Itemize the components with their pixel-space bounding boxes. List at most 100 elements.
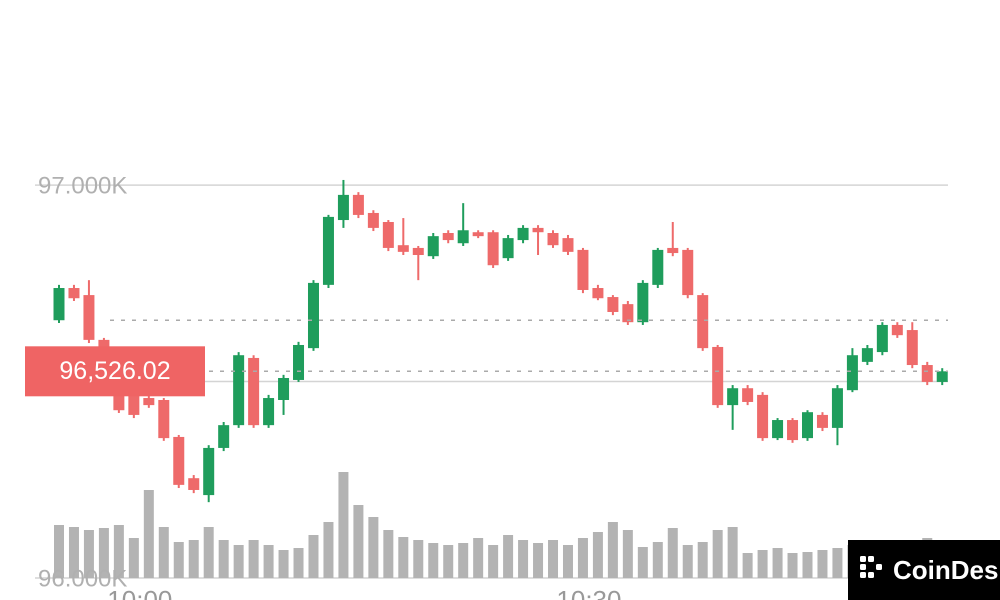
volume-bar (383, 530, 394, 578)
volume-bar (248, 540, 259, 578)
candle-body (667, 247, 679, 254)
volume-bar (113, 525, 124, 578)
volume-bar (667, 528, 678, 578)
candle-body (816, 414, 828, 428)
candle-body (562, 238, 574, 252)
candle-body (936, 371, 948, 382)
volume-bar (652, 542, 663, 578)
volume-bar (592, 532, 603, 578)
volume-bar (817, 550, 828, 578)
candle-body (53, 288, 65, 321)
logo-icon (860, 556, 882, 578)
logo-text: CoinDesk (893, 555, 1000, 585)
volume-bar (787, 553, 798, 578)
candle-body (203, 447, 215, 496)
candle-body (742, 388, 754, 402)
volume-bar (158, 527, 169, 578)
candle-body (263, 398, 275, 426)
volume-bar (712, 530, 723, 578)
volume-bar (742, 553, 753, 578)
candle-body (861, 348, 873, 362)
candle-body (412, 247, 424, 256)
candle-body (457, 230, 469, 244)
candle-body (592, 288, 604, 299)
candle-body (802, 412, 813, 439)
candle-body (891, 324, 903, 336)
candle-body (397, 245, 409, 252)
candle-body (218, 425, 230, 448)
volume-bar (203, 527, 214, 578)
volume-bar (218, 540, 229, 578)
candle-body (98, 339, 110, 349)
volume-bar (308, 535, 319, 578)
candle-body (607, 297, 619, 312)
logo-dot (860, 556, 866, 562)
volume-bar (473, 538, 484, 578)
volume-bar (727, 527, 738, 578)
candle-body (173, 436, 185, 485)
candle-body (367, 212, 379, 228)
logo-dot (876, 564, 882, 570)
candle-body (293, 344, 305, 380)
candle-body (233, 355, 245, 426)
logo-box (848, 540, 1000, 600)
candle-body (622, 304, 634, 323)
candle-body (113, 394, 125, 411)
candle-body (322, 216, 334, 285)
candle-body (846, 355, 858, 391)
volume-bar (278, 550, 289, 578)
volume-bar (488, 545, 499, 578)
volume-bar (54, 525, 64, 578)
candle-body (772, 420, 784, 439)
volume-bar (368, 517, 379, 578)
logo-dot (860, 564, 866, 570)
candle-body (712, 346, 724, 406)
candle-body (442, 233, 454, 241)
candle-body (158, 400, 170, 439)
candle-body (652, 249, 664, 285)
candle-body (532, 227, 544, 233)
candle-body (547, 233, 559, 246)
candle-body (876, 324, 888, 353)
x-tick-label: 10:30 (556, 585, 621, 600)
candle-body (787, 420, 799, 441)
volume-bar (413, 540, 424, 578)
candle-body (682, 249, 694, 296)
y-tick-label: 96.000K (38, 565, 127, 592)
volume-bar (323, 522, 334, 578)
volume-bar (353, 505, 364, 578)
volume-bar (518, 540, 529, 578)
candle-body (352, 194, 364, 215)
candle-body (517, 227, 529, 241)
candle-body (906, 330, 918, 366)
volume-bar (338, 472, 349, 578)
candle-body (637, 282, 649, 323)
volume-bar (697, 542, 708, 578)
candle-body (382, 222, 394, 248)
volume-bar (577, 538, 588, 578)
volume-bar (98, 528, 109, 578)
volume-bar (548, 540, 559, 578)
volume-bar (293, 548, 304, 578)
volume-bar (188, 540, 199, 578)
candle-body (337, 194, 349, 221)
volume-bar (398, 537, 409, 578)
candle-body (757, 394, 769, 439)
volume-bar (533, 543, 544, 578)
volume-bar (503, 535, 514, 578)
volume-bar (233, 545, 244, 578)
volume-bar (622, 530, 633, 578)
candle-body (68, 288, 80, 299)
volume-bar (428, 543, 439, 578)
volume-bar (682, 545, 693, 578)
volume-bar (772, 548, 783, 578)
volume-bar (637, 547, 648, 578)
candle-body (143, 398, 155, 406)
volume-bar (83, 530, 94, 578)
candle-body (427, 236, 439, 257)
volume-bar (757, 550, 768, 578)
candle-body (487, 232, 499, 266)
volume-bar (607, 522, 618, 578)
